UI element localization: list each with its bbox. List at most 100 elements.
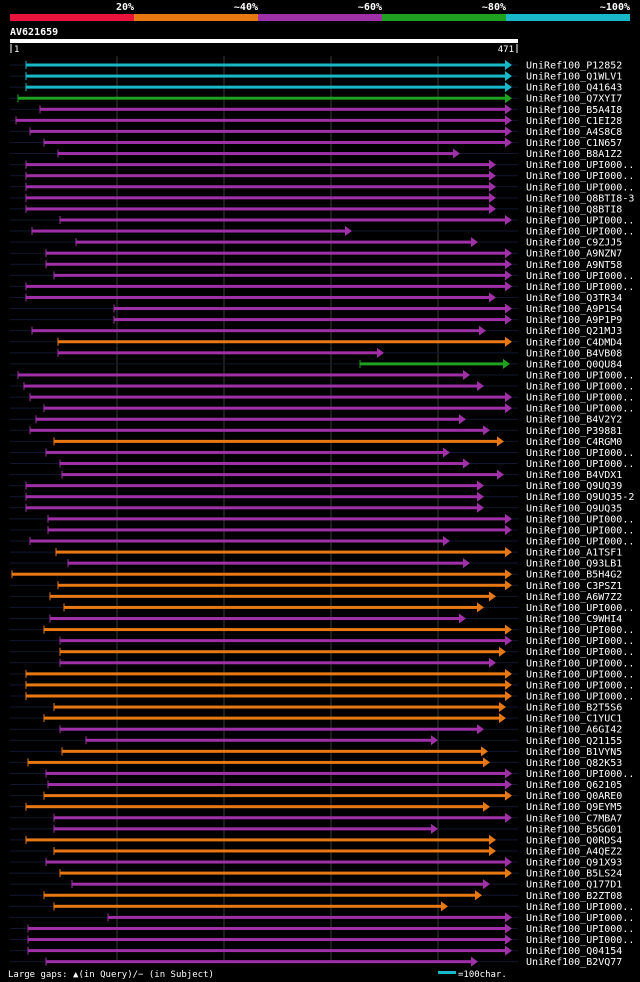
hit-bar[interactable] [32, 329, 480, 333]
hit-row[interactable]: UniRef100_UPI000.. [10, 624, 634, 637]
hit-name[interactable]: UniRef100_UPI000.. [526, 669, 634, 680]
hit-name[interactable]: UniRef100_UPI000.. [526, 448, 634, 459]
hit-name[interactable]: UniRef100_A4S8C8 [526, 127, 622, 138]
hit-row[interactable]: UniRef100_A4QEZ2 [10, 845, 622, 858]
hit-bar[interactable] [26, 63, 506, 67]
hit-name[interactable]: UniRef100_UPI000.. [526, 935, 634, 946]
hit-name[interactable]: UniRef100_UPI000.. [526, 537, 634, 548]
hit-name[interactable]: UniRef100_B5H4G2 [526, 570, 622, 581]
hit-row[interactable]: UniRef100_UPI000.. [10, 912, 634, 924]
hit-row[interactable]: UniRef100_B4VDX1 [10, 469, 622, 482]
hit-bar[interactable] [28, 760, 484, 764]
hit-bar[interactable] [86, 738, 432, 742]
hit-row[interactable]: UniRef100_Q9UQ35-2 [10, 491, 634, 504]
hit-name[interactable]: UniRef100_UPI000.. [526, 680, 634, 691]
hit-row[interactable]: UniRef100_B5GG01 [10, 823, 622, 836]
hit-bar[interactable] [26, 295, 490, 299]
hit-bar[interactable] [360, 362, 504, 366]
hit-bar[interactable] [48, 528, 506, 532]
hit-bar[interactable] [46, 860, 506, 864]
hit-name[interactable]: UniRef100_C1YUC1 [526, 714, 622, 725]
hit-name[interactable]: UniRef100_B4VB08 [526, 348, 622, 359]
hit-name[interactable]: UniRef100_UPI000.. [526, 282, 634, 293]
hit-name[interactable]: UniRef100_A6GI42 [526, 725, 622, 736]
hit-bar[interactable] [44, 140, 506, 144]
hit-name[interactable]: UniRef100_Q9UQ39 [526, 481, 622, 492]
hit-name[interactable]: UniRef100_UPI000.. [526, 924, 634, 935]
hit-row[interactable]: UniRef100_Q9UQ35 [10, 502, 622, 515]
hit-name[interactable]: UniRef100_UPI000.. [526, 382, 634, 393]
hit-name[interactable]: UniRef100_UPI000.. [526, 393, 634, 404]
hit-bar[interactable] [108, 915, 506, 919]
hit-name[interactable]: UniRef100_UPI000.. [526, 370, 634, 381]
hit-row[interactable]: UniRef100_A9NT58 [10, 259, 622, 271]
hit-bar[interactable] [36, 417, 460, 421]
hit-bar[interactable] [32, 229, 346, 233]
hit-name[interactable]: UniRef100_Q177D1 [526, 880, 622, 891]
hit-bar[interactable] [26, 694, 506, 698]
hit-row[interactable]: UniRef100_Q7XYI7 [10, 93, 622, 105]
hit-name[interactable]: UniRef100_UPI000.. [526, 691, 634, 702]
hit-row[interactable]: UniRef100_Q62105 [10, 779, 622, 792]
hit-name[interactable]: UniRef100_Q62105 [526, 780, 622, 791]
hit-bar[interactable] [54, 816, 506, 820]
hit-bar[interactable] [60, 871, 506, 875]
hit-bar[interactable] [26, 196, 490, 200]
hit-row[interactable]: UniRef100_UPI000.. [10, 668, 634, 681]
hit-name[interactable]: UniRef100_A1TSF1 [526, 548, 622, 559]
hit-bar[interactable] [54, 439, 498, 443]
hit-row[interactable]: UniRef100_A9NZN7 [10, 248, 622, 260]
hit-row[interactable]: UniRef100_C3PSZ1 [10, 580, 622, 592]
hit-name[interactable]: UniRef100_UPI000.. [526, 514, 634, 525]
hit-bar[interactable] [26, 284, 506, 288]
hit-name[interactable]: UniRef100_Q3TR34 [526, 293, 622, 304]
hit-name[interactable]: UniRef100_UPI000.. [526, 182, 634, 193]
hit-row[interactable]: UniRef100_Q21155 [10, 735, 622, 747]
hit-name[interactable]: UniRef100_UPI000.. [526, 625, 634, 636]
hit-name[interactable]: UniRef100_Q9UQ35 [526, 503, 622, 514]
hit-row[interactable]: UniRef100_C1EI28 [10, 115, 622, 127]
hit-bar[interactable] [18, 373, 464, 377]
hit-row[interactable]: UniRef100_UPI000.. [10, 524, 634, 537]
hit-bar[interactable] [60, 727, 478, 731]
hit-bar[interactable] [44, 893, 476, 897]
hit-bar[interactable] [46, 262, 506, 266]
hit-row[interactable]: UniRef100_UPI000.. [10, 458, 634, 471]
hit-row[interactable]: UniRef100_UPI000.. [10, 536, 634, 548]
hit-name[interactable]: UniRef100_C4RGM0 [526, 437, 622, 448]
hit-row[interactable]: UniRef100_UPI000.. [10, 214, 634, 227]
hit-row[interactable]: UniRef100_UPI000.. [10, 635, 634, 648]
hit-name[interactable]: UniRef100_Q0RDS4 [526, 835, 622, 846]
hit-name[interactable]: UniRef100_Q21155 [526, 736, 622, 747]
hit-name[interactable]: UniRef100_C9ZJJ5 [526, 238, 622, 249]
hit-name[interactable]: UniRef100_Q8BTI8-3 [526, 193, 634, 204]
hit-name[interactable]: UniRef100_B2T5S6 [526, 703, 622, 714]
hit-row[interactable]: UniRef100_Q8BTI8 [10, 203, 622, 216]
hit-bar[interactable] [54, 705, 500, 709]
hit-name[interactable]: UniRef100_B1VYN5 [526, 747, 622, 758]
hit-bar[interactable] [26, 207, 490, 211]
hit-bar[interactable] [28, 926, 506, 930]
hit-row[interactable]: UniRef100_C4DMD4 [10, 336, 622, 349]
hit-row[interactable]: UniRef100_P12852 [10, 60, 622, 72]
hit-row[interactable]: UniRef100_UPI000.. [10, 369, 634, 382]
hit-bar[interactable] [18, 96, 506, 100]
hit-name[interactable]: UniRef100_A6W7Z2 [526, 592, 622, 603]
hit-name[interactable]: UniRef100_UPI000.. [526, 271, 634, 282]
hit-bar[interactable] [48, 783, 506, 787]
hit-row[interactable]: UniRef100_UPI000.. [10, 181, 634, 194]
hit-bar[interactable] [58, 340, 506, 344]
hit-row[interactable]: UniRef100_UPI000.. [10, 403, 634, 415]
hit-row[interactable]: UniRef100_B5A4I8 [10, 104, 622, 116]
hit-name[interactable]: UniRef100_UPI000.. [526, 459, 634, 470]
hit-row[interactable]: UniRef100_UPI000.. [10, 159, 634, 172]
hit-bar[interactable] [30, 539, 444, 543]
hit-row[interactable]: UniRef100_UPI000.. [10, 690, 634, 703]
hit-name[interactable]: UniRef100_Q04154 [526, 946, 622, 957]
hit-bar[interactable] [62, 749, 482, 753]
hit-name[interactable]: UniRef100_B5A4I8 [526, 105, 622, 116]
hit-row[interactable]: UniRef100_A9P1P9 [10, 314, 622, 327]
hit-bar[interactable] [40, 107, 506, 111]
hit-name[interactable]: UniRef100_B5LS24 [526, 869, 622, 880]
hit-name[interactable]: UniRef100_C1N657 [526, 138, 622, 149]
